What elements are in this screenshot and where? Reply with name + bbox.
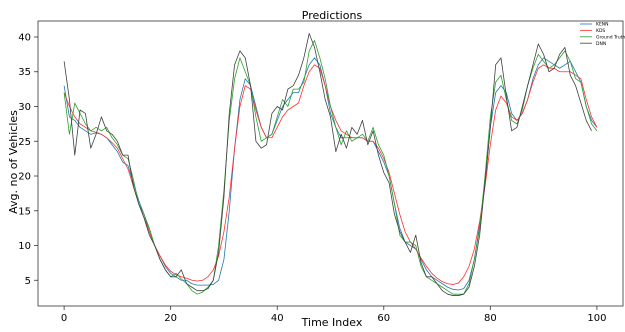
x-tick-label: 0 [61,313,67,324]
y-tick-label: 15 [18,206,31,217]
x-tick-label: 40 [271,313,284,324]
y-tick-label: 25 [18,137,31,148]
series-line-kenn [63,57,598,291]
legend-label-dnn: DNN [596,41,606,47]
y-tick-label: 30 [18,102,31,113]
legend-label-kenn: KENN [596,22,609,28]
x-tick-label: 100 [587,313,606,324]
series-layer [63,33,598,296]
series-line-dnn [63,33,592,296]
series-line-kds [63,64,598,285]
legend-label-ground-truth: Ground Truth [596,34,625,40]
y-tick-label: 5 [25,276,31,287]
legend-label-kds: KDS [596,28,605,34]
chart-title: Predictions [302,9,363,22]
x-tick-label: 80 [484,313,497,324]
x-tick-label: 60 [377,313,390,324]
y-tick-label: 10 [18,241,31,252]
y-tick-label: 20 [18,172,31,183]
plot-frame [37,20,624,307]
y-tick-label: 35 [18,67,31,78]
y-axis-label: Avg. no of Vehicles [7,110,20,214]
x-tick-label: 20 [164,313,177,324]
series-line-ground-truth [63,40,598,295]
y-tick-label: 40 [18,32,31,43]
x-axis-label: Time Index [301,316,363,328]
axes: 0 20 40 60 80 100 5 10 15 20 25 30 35 40 [18,32,606,324]
